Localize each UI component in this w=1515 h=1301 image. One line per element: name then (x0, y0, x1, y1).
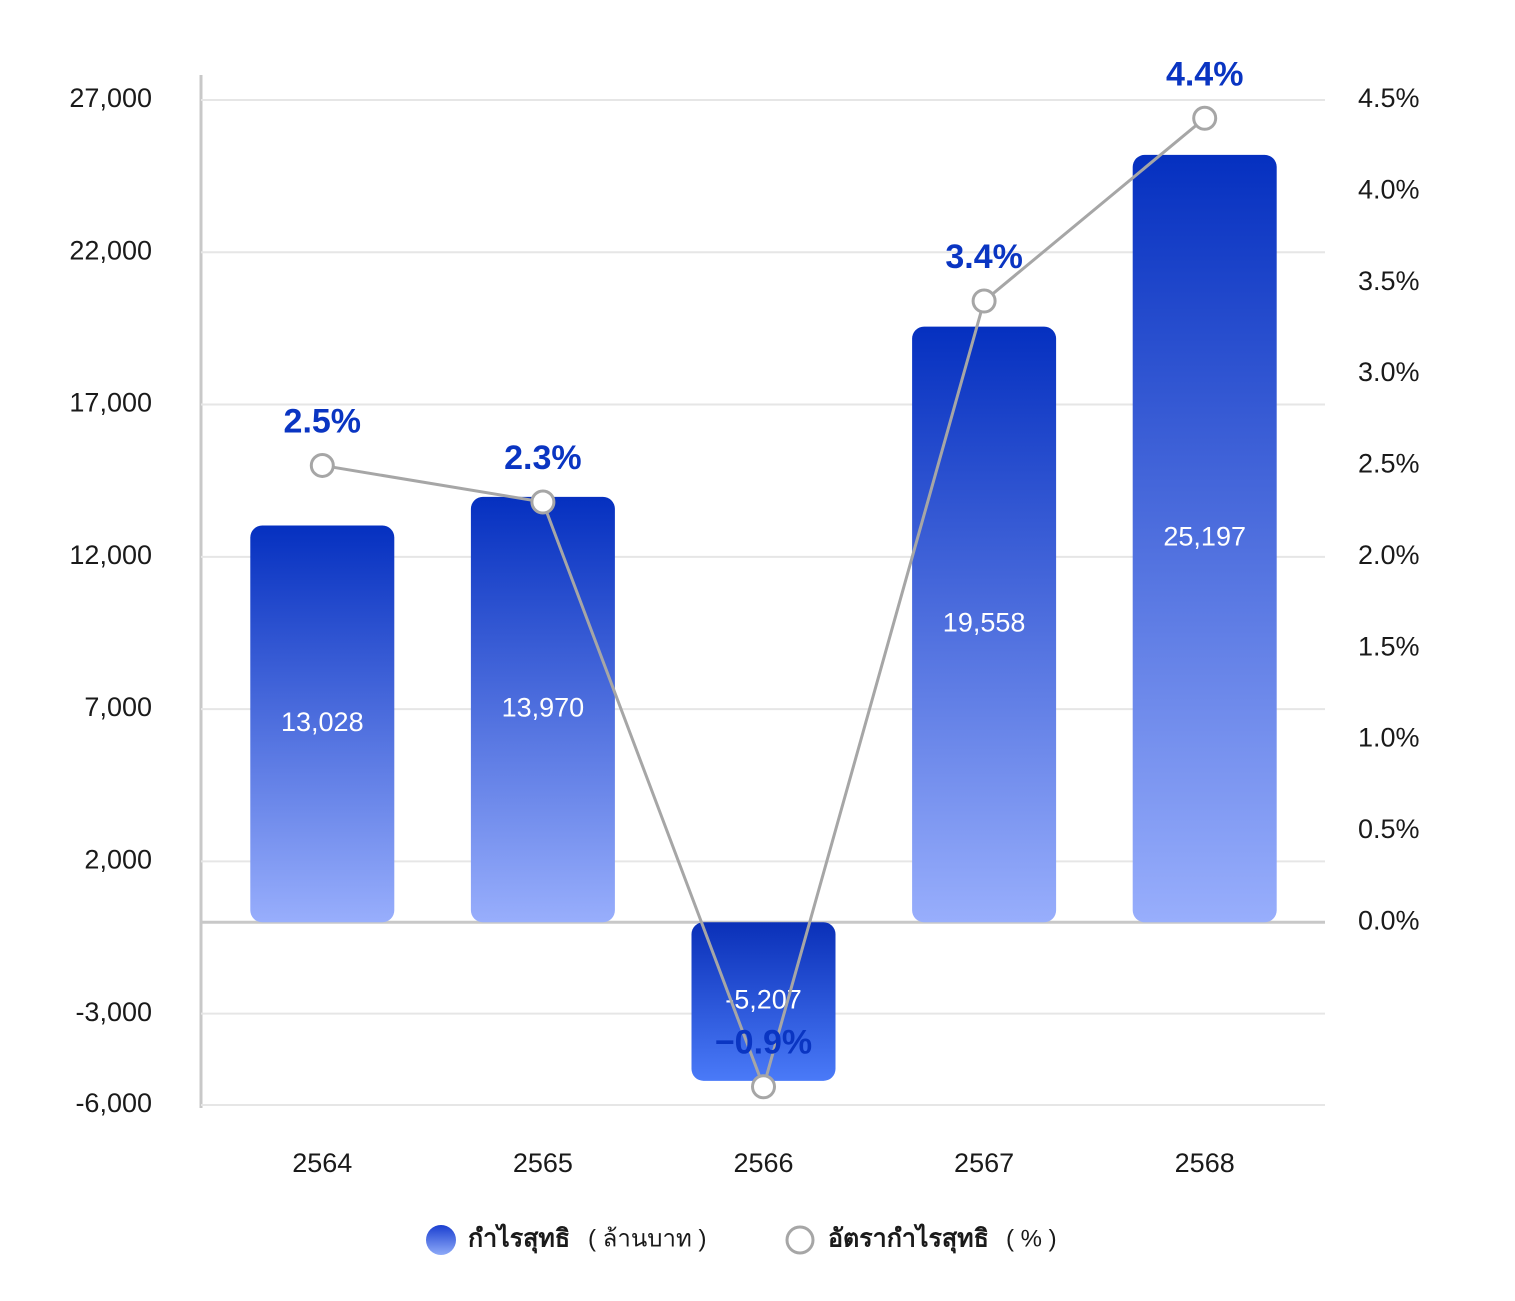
y-tick-label: 2,000 (84, 844, 152, 874)
y-tick-label: -3,000 (75, 997, 152, 1027)
line-point (1192, 105, 1218, 131)
x-tick-label: 2565 (513, 1148, 573, 1178)
x-tick-label: 2568 (1175, 1148, 1235, 1178)
bar-value-label: 13,970 (502, 693, 585, 723)
bar-value-label: 13,028 (281, 707, 364, 737)
y-tick-label: 27,000 (69, 83, 152, 113)
y2-tick-label: 3.0% (1358, 357, 1420, 387)
x-tick-label: 2567 (954, 1148, 1014, 1178)
legend: กำไรสุทธิ ( ล้านบาท ) อัตรากำไรสุทธิ ( %… (426, 1223, 1057, 1255)
bar (470, 496, 615, 923)
y-tick-label: 7,000 (84, 692, 152, 722)
line-value-label: 2.5% (284, 402, 362, 440)
y2-tick-label: 0.0% (1358, 905, 1420, 935)
bar-value-label: 19,558 (943, 608, 1026, 638)
y-tick-label: 17,000 (69, 388, 152, 418)
y2-tick-label: 2.5% (1358, 449, 1420, 479)
line-point (751, 1074, 776, 1100)
y2-tick-label: 0.5% (1358, 814, 1420, 844)
line-value-label: −0.9% (715, 1024, 812, 1062)
legend-unit: ( % ) (1006, 1225, 1057, 1252)
legend-label: กำไรสุทธิ (468, 1223, 570, 1255)
y2-tick-label: 1.5% (1358, 631, 1420, 661)
y2-tick-label: 1.0% (1358, 723, 1420, 753)
y2-tick-label: 4.5% (1358, 83, 1420, 113)
y2-tick-label: 2.0% (1358, 540, 1420, 570)
y2-tick-label: 3.5% (1358, 266, 1420, 296)
bar (250, 525, 395, 923)
legend-swatch (426, 1225, 456, 1255)
bar (912, 326, 1057, 923)
legend-unit: ( ล้านบาท ) (588, 1225, 706, 1252)
line-value-label: 4.4% (1166, 55, 1244, 93)
line-value-label: 2.3% (504, 439, 582, 477)
bar (1132, 154, 1277, 923)
y-tick-label: -6,000 (75, 1088, 152, 1118)
y-tick-label: 12,000 (69, 540, 152, 570)
line-point (530, 489, 556, 515)
bar-value-label: 25,197 (1163, 522, 1246, 552)
line-point (309, 452, 335, 478)
line-point (971, 288, 997, 314)
x-tick-label: 2566 (733, 1148, 793, 1178)
legend-swatch (785, 1225, 815, 1255)
x-tick-label: 2564 (292, 1148, 352, 1178)
line-value-label: 3.4% (945, 238, 1023, 276)
y2-tick-label: 4.0% (1358, 174, 1420, 204)
legend-label: อัตรากำไรสุทธิ (828, 1223, 989, 1255)
y-tick-label: 22,000 (69, 235, 152, 265)
